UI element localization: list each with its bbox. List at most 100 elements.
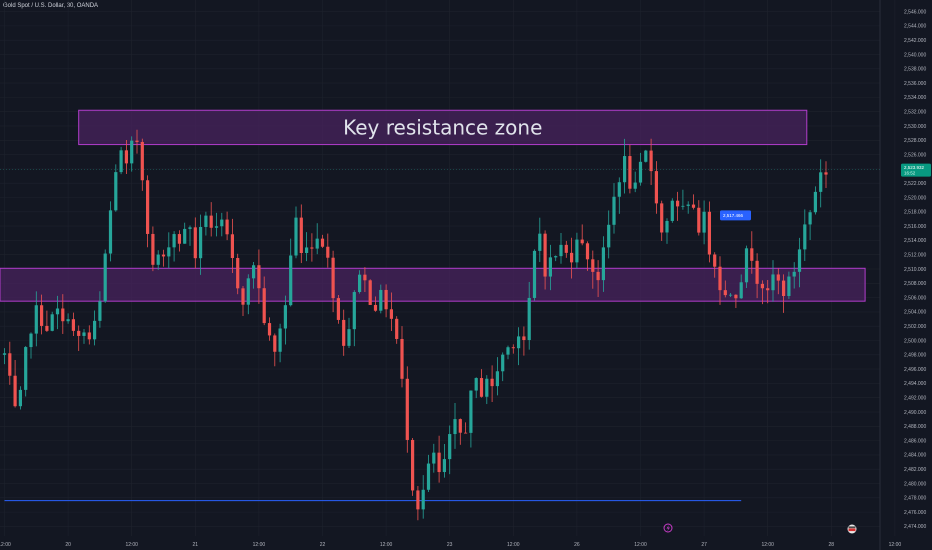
y-tick-label: 2,512.000: [904, 252, 926, 258]
candle-body: [649, 150, 653, 172]
candle-body: [554, 256, 558, 258]
candle-body: [723, 290, 727, 296]
candle-body: [204, 215, 208, 227]
y-tick-label: 2,496.000: [904, 367, 926, 373]
candle-body: [411, 439, 415, 491]
x-tick-label: 20: [65, 542, 71, 548]
candle-body: [744, 248, 749, 283]
candle-body: [474, 378, 478, 391]
candle-body: [246, 278, 250, 305]
y-tick-label: 2,480.000: [904, 481, 926, 487]
x-tick-label: 26: [574, 542, 580, 548]
candle-body: [527, 297, 531, 341]
candle-body: [161, 254, 166, 257]
y-tick-label: 2,478.000: [904, 496, 926, 502]
candle-body: [379, 289, 383, 311]
y-tick-label: 2,546.000: [904, 9, 926, 15]
candles: [2, 129, 828, 521]
y-tick-label: 2,486.000: [904, 438, 926, 444]
candle-body: [236, 258, 240, 289]
chart-title: Gold Spot / U.S. Dollar, 30, OANDA: [3, 3, 99, 9]
candle-body: [638, 161, 643, 183]
y-axis: 2,546.000 2,544.000 2,542.000 2,540.000 2,53…: [904, 9, 926, 530]
y-tick-label: 2,530.000: [904, 124, 926, 130]
candle-body: [501, 354, 505, 372]
candle-body: [797, 249, 802, 272]
candle-body: [108, 210, 113, 254]
candle-body: [458, 419, 462, 433]
candle-body: [61, 308, 65, 322]
candle-body: [289, 255, 293, 306]
candle-body: [193, 227, 197, 259]
candle-body: [34, 305, 38, 334]
candle-body: [331, 257, 335, 299]
candle-body: [469, 390, 473, 433]
x-tick-label: 12:00: [761, 542, 774, 548]
candle-body: [819, 172, 823, 192]
candle-body: [495, 371, 499, 387]
candle-body: [585, 243, 590, 260]
x-tick-label: 28: [829, 542, 835, 548]
candle-body: [734, 294, 738, 299]
y-tick-label: 2,494.000: [904, 381, 926, 387]
candle-body: [771, 274, 775, 291]
y-tick-label: 2,502.000: [904, 324, 926, 330]
candle-body: [517, 336, 521, 349]
candle-body: [803, 224, 807, 250]
candle-body: [760, 283, 764, 289]
candle-body: [230, 234, 234, 259]
y-tick-label: 2,506.000: [904, 295, 926, 301]
candle-body: [453, 419, 457, 435]
candle-body: [395, 318, 399, 339]
candle-body: [103, 253, 107, 302]
x-tick-label: 12:00: [380, 542, 393, 548]
y-tick-label: 2,474.000: [904, 524, 926, 530]
zone-label: Key resistance zone: [343, 115, 542, 139]
candle-body: [485, 378, 489, 397]
y-tick-label: 2,492.000: [904, 396, 926, 402]
candle-body: [782, 280, 786, 297]
candle-body: [729, 294, 733, 296]
candle-body: [257, 265, 261, 289]
candle-body: [299, 217, 303, 254]
candle-body: [267, 323, 272, 336]
x-tick-label: 12:00: [0, 542, 11, 548]
candle-body: [707, 211, 711, 255]
y-tick-label: 2,488.000: [904, 424, 926, 430]
x-axis: 12:00 20 12:00 21 12:00 22 12:00 23 12:00 26 12:00…: [0, 542, 901, 548]
y-tick-label: 2,542.000: [904, 38, 926, 44]
candle-body: [787, 276, 791, 297]
candle-body: [273, 335, 277, 352]
y-tick-label: 2,504.000: [904, 310, 926, 316]
candle-body: [739, 282, 743, 299]
candle-body: [315, 238, 319, 249]
candle-body: [50, 314, 54, 331]
candle-body: [352, 292, 356, 330]
x-tick-label: 12:00: [125, 542, 138, 548]
x-tick-label: 27: [701, 542, 707, 548]
candle-body: [448, 434, 452, 460]
alert-price-badge: [720, 210, 751, 221]
candle-body: [792, 271, 796, 277]
candle-body: [532, 250, 537, 298]
y-tick-label: 2,508.000: [904, 281, 926, 287]
candle-body: [209, 215, 213, 228]
candle-body: [421, 489, 425, 510]
candle-body: [183, 228, 187, 244]
x-tick-label: 12:00: [507, 542, 520, 548]
y-tick-label: 2,498.000: [904, 353, 926, 359]
candle-body: [670, 200, 674, 221]
candle-body: [591, 259, 595, 272]
candle-body: [660, 203, 664, 233]
candle-body: [400, 338, 404, 379]
y-tick-label: 2,532.000: [904, 109, 926, 115]
candle-body: [55, 308, 60, 315]
candle-body: [214, 226, 219, 228]
y-tick-label: 2,522.000: [904, 181, 926, 187]
candle-body: [241, 288, 245, 305]
candle-body: [45, 325, 49, 331]
candle-body: [320, 238, 325, 247]
x-tick-label: 21: [193, 542, 199, 548]
